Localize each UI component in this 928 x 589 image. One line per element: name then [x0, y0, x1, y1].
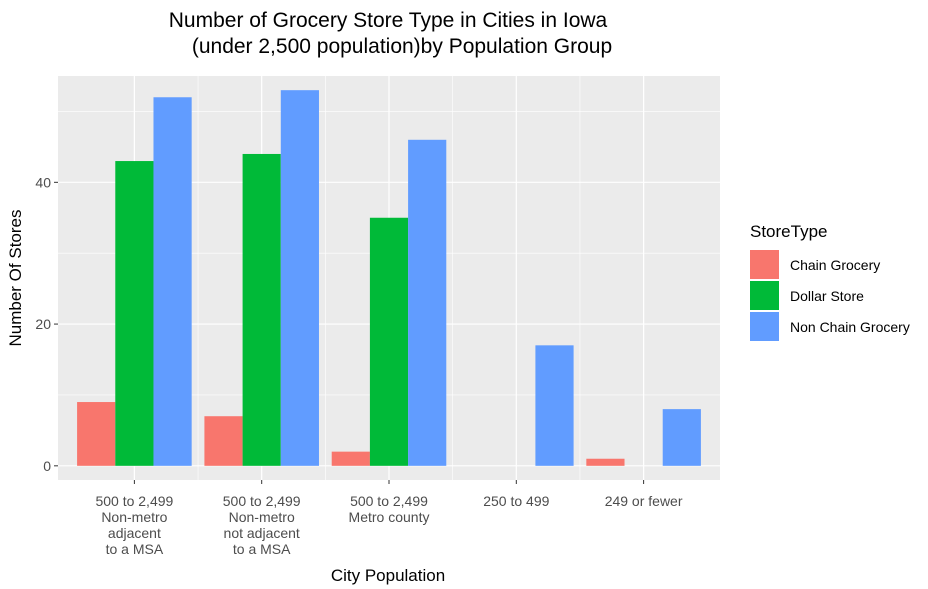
legend-label: Chain Grocery: [790, 257, 880, 273]
y-tick-label: 40: [35, 174, 51, 190]
x-tick-label-0: 500 to 2,499 Non-metro adjacent to a MSA: [95, 493, 173, 557]
x-tick-label-line: 500 to 2,499: [95, 493, 173, 509]
bar-non-chain-grocery-4: [662, 409, 701, 466]
bar-non-chain-grocery-1: [280, 90, 319, 466]
bar-chain-grocery-0: [77, 402, 116, 466]
x-tick-label-line: Non-metro: [229, 509, 295, 525]
x-tick-label-3: 250 to 499: [483, 493, 549, 509]
y-tick-label: 0: [43, 458, 51, 474]
x-tick-label-line: to a MSA: [233, 541, 291, 557]
chart-title-line-2: (under 2,500 population)by Population Gr…: [192, 35, 612, 58]
bar-non-chain-grocery-0: [153, 97, 192, 466]
x-tick-label-4: 249 or fewer: [605, 493, 683, 509]
legend: Chain Grocery Dollar Store Non Chain Groce…: [750, 250, 910, 341]
x-axis-ticks: 500 to 2,499 Non-metro adjacent to a MSA500…: [95, 480, 683, 557]
bar-chain-grocery-4: [586, 458, 625, 466]
x-tick-label-1: 500 to 2,499 Non-metro not adjacent to a MS…: [223, 493, 301, 557]
bar-non-chain-grocery-3: [535, 345, 574, 466]
legend-key-dollar-store: [750, 281, 779, 310]
chart-title-line-1: Number of Grocery Store Type in Cities i…: [169, 9, 608, 32]
legend-label: Non Chain Grocery: [790, 319, 910, 335]
x-tick-label-line: to a MSA: [106, 541, 164, 557]
y-axis-ticks: 0 20 40: [35, 174, 58, 474]
y-tick-label: 20: [35, 316, 51, 332]
legend-label: Dollar Store: [790, 288, 864, 304]
legend-key-chain-grocery: [750, 250, 779, 279]
x-tick-label-line: 249 or fewer: [605, 493, 683, 509]
x-tick-label-line: not adjacent: [224, 525, 300, 541]
x-tick-label-line: Non-metro: [101, 509, 167, 525]
bar-dollar-store-2: [369, 217, 409, 466]
legend-key-non-chain-grocery: [750, 312, 779, 341]
x-tick-label-2: 500 to 2,499 Metro county: [349, 493, 430, 525]
x-tick-label-line: 500 to 2,499: [223, 493, 301, 509]
bar-chain-grocery-2: [331, 451, 370, 466]
bar-non-chain-grocery-2: [408, 139, 447, 466]
bar-dollar-store-0: [115, 161, 154, 466]
x-tick-label-line: 250 to 499: [483, 493, 549, 509]
bar-chain-grocery-1: [204, 416, 243, 466]
bar-dollar-store-1: [242, 153, 281, 466]
x-axis-label: City Population: [331, 566, 445, 585]
x-tick-label-line: Metro county: [349, 509, 430, 525]
x-tick-label-line: 500 to 2,499: [350, 493, 428, 509]
x-tick-label-line: adjacent: [108, 525, 161, 541]
legend-title: StoreType: [750, 222, 828, 241]
y-axis-label: Number Of Stores: [6, 210, 25, 347]
bars: [77, 90, 701, 466]
